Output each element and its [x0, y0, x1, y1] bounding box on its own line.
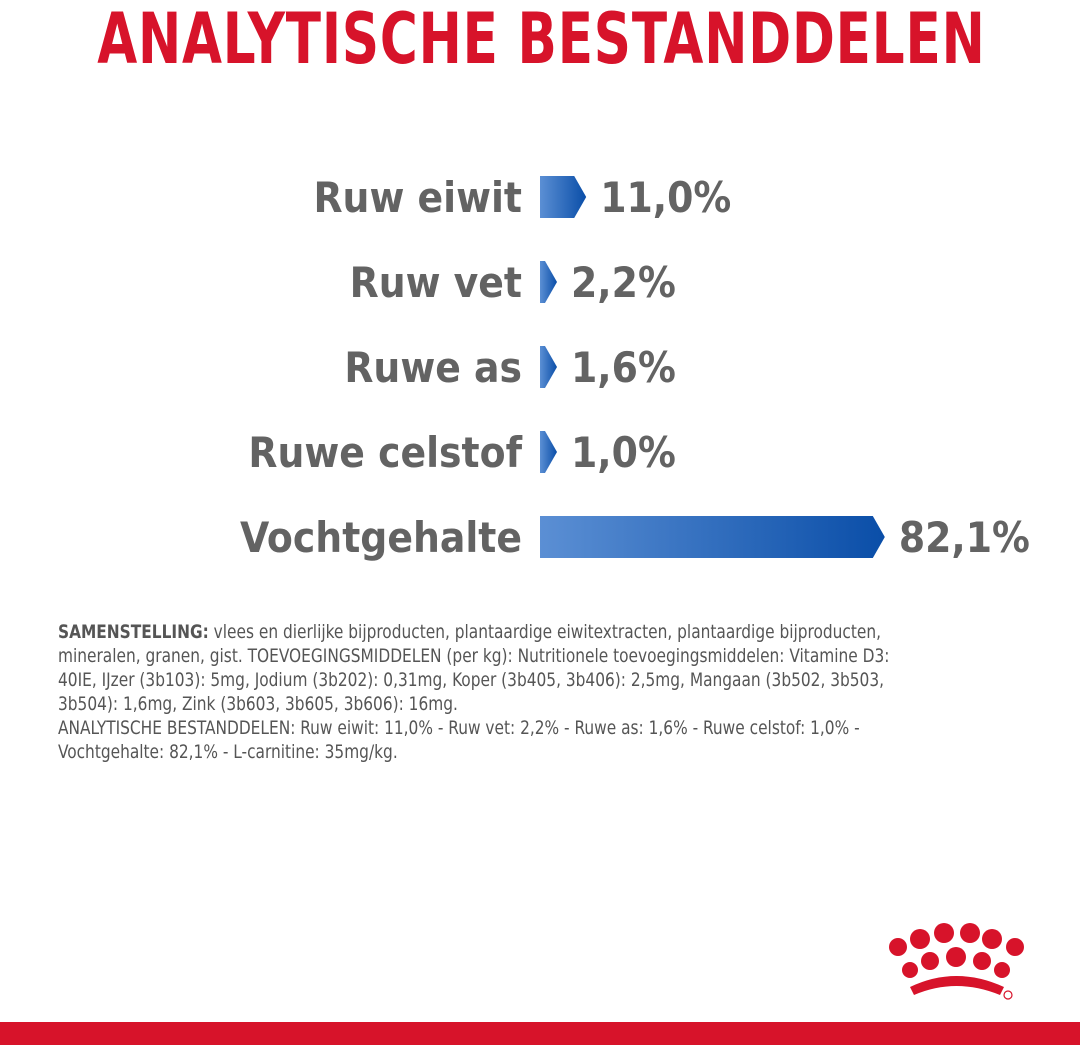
- nutrient-bar-chart: Ruw eiwit 11,0% Ruw vet 2,2% Ruwe as 1,6% Ruwe…: [240, 173, 1030, 562]
- bar: [540, 346, 557, 388]
- value-label: 1,0%: [571, 428, 676, 477]
- bottom-brand-bar: [0, 1022, 1080, 1045]
- royal-canin-crown-logo-icon: [889, 923, 1024, 1000]
- bar: [540, 516, 885, 558]
- bar: [540, 176, 587, 218]
- bar: [540, 261, 557, 303]
- category-label: Ruwe as: [344, 343, 522, 392]
- category-label: Ruw vet: [350, 258, 522, 307]
- value-label: 82,1%: [899, 513, 1030, 562]
- composition-heading: SAMENSTELLING:: [58, 621, 209, 643]
- value-label: 2,2%: [571, 258, 676, 307]
- analytical-summary: ANALYTISCHE BESTANDDELEN: Ruw eiwit: 11,…: [58, 717, 860, 763]
- composition-text: SAMENSTELLING: vlees en dierlijke bijpro…: [58, 620, 922, 764]
- page-title: ANALYTISCHE BESTANDDELEN: [97, 0, 986, 80]
- bar: [540, 431, 557, 473]
- category-label: Ruwe celstof: [248, 428, 522, 477]
- value-label: 11,0%: [600, 173, 731, 222]
- value-label: 1,6%: [571, 343, 676, 392]
- category-label: Vochtgehalte: [240, 513, 522, 562]
- composition-body: vlees en dierlijke bijproducten, plantaa…: [58, 621, 890, 715]
- composition-paragraph: SAMENSTELLING: vlees en dierlijke bijpro…: [58, 620, 922, 716]
- category-label: Ruw eiwit: [313, 173, 522, 222]
